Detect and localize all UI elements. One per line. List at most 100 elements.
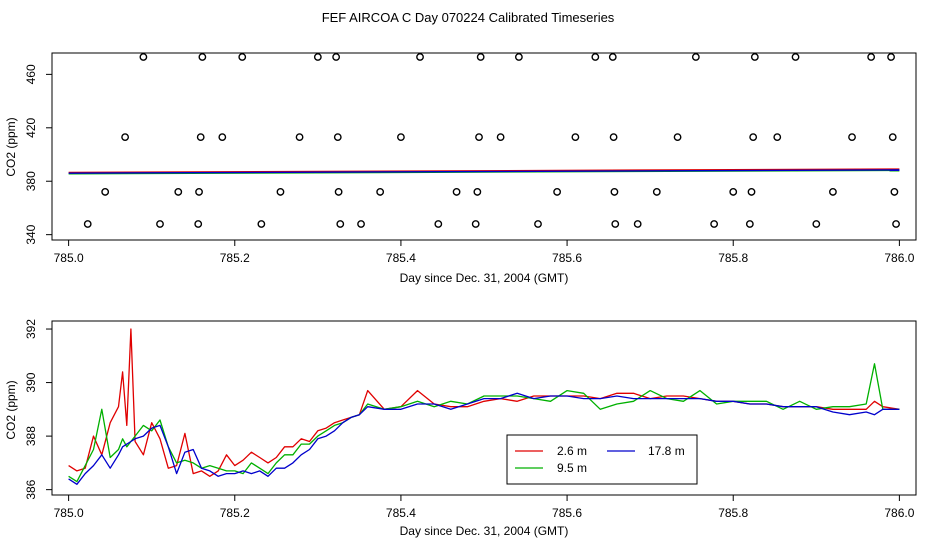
scatter-point [534,220,542,228]
scatter-point [334,188,343,196]
bottom-panel-line: 785.0 785.2 785.4 785.6 785.8 786.0 386 388 390… [4,319,917,538]
scatter-point [812,220,821,228]
scatter-point [357,220,365,228]
top-panel-scatter: 785.0 785.2 785.4 785.6 785.8 786.0 340 380 420… [4,52,917,285]
scatter-point [257,220,266,228]
scatter-point [633,220,642,228]
scatter-point [745,220,754,228]
series-line-17-8-m [68,392,900,485]
top-panel-trace-0 [68,168,900,174]
scatter-point [238,53,247,61]
scatter-point [610,188,619,196]
scatter-point [496,133,505,142]
scatter-point [476,53,485,61]
bottom-panel-frame [51,320,917,496]
scatter-point [397,133,405,142]
scatter-point [887,53,895,61]
scatter-point [336,220,345,228]
scatter-point [553,188,562,196]
scatter-point [452,188,461,196]
legend: 2.6 m 9.5 m 17.8 m [506,434,698,485]
top-panel-ytick-label: 460 [24,64,38,84]
top-panel-trace-2 [68,169,900,174]
scatter-point [473,188,482,196]
top-panel-xtick-label: 785.0 [54,251,84,265]
scatter-point [611,220,620,228]
bottom-panel-xtick-label: 785.2 [220,506,250,520]
scatter-point [295,133,304,142]
scatter-point [174,188,183,196]
scatter-point [892,220,900,228]
scatter-point [313,53,322,61]
figure-title: FEF AIRCOA C Day 070224 Calibrated Times… [322,10,615,25]
scatter-point [750,53,759,61]
scatter-point [276,188,285,196]
top-panel-ytick-label: 380 [24,171,38,191]
top-panel-xlabel: Day since Dec. 31, 2004 (GMT) [400,271,569,285]
bottom-panel-xtick-label: 785.8 [718,506,748,520]
scatter-point [673,133,682,142]
scatter-point [218,133,227,142]
scatter-point [747,188,756,196]
scatter-point [729,188,738,196]
bottom-panel-xtick-label: 785.4 [386,506,416,520]
scatter-point [333,133,342,142]
scatter-point [101,188,110,196]
top-panel-xtick-label: 785.8 [718,251,748,265]
scatter-point [791,53,800,61]
scatter-point [416,53,424,61]
top-panel-frame [51,52,917,241]
top-panel-ylabel: CO2 (ppm) [4,117,18,176]
top-panel-xtick-label: 785.2 [220,251,250,265]
bottom-panel-xtick-label: 785.6 [552,506,582,520]
scatter-point [475,133,483,142]
scatter-point [194,220,203,228]
scatter-point [591,53,600,61]
top-panel-ytick-label: 420 [24,117,38,137]
scatter-point [888,133,897,142]
bottom-panel-ytick-label: 388 [24,426,38,446]
scatter-point [867,53,876,61]
scatter-point [434,220,443,228]
scatter-point [514,53,523,61]
top-panel-xtick-label: 785.4 [386,251,416,265]
scatter-point [376,188,385,196]
scatter-point [890,188,899,196]
scatter-point [83,220,92,228]
legend-label-9-5m: 9.5 m [557,461,587,475]
scatter-point [829,188,837,196]
series-line-9-5-m [68,363,900,483]
scatter-point [196,133,205,142]
bottom-panel-ytick-label: 386 [24,479,38,499]
scatter-point [139,53,148,61]
bottom-panel-xlabel: Day since Dec. 31, 2004 (GMT) [400,524,569,538]
scatter-point [156,220,164,228]
scatter-point [332,53,341,61]
scatter-point [749,133,758,142]
scatter-point [848,133,856,142]
scatter-point [198,53,207,61]
top-panel-xtick-label: 785.6 [552,251,582,265]
scatter-point [609,133,618,142]
top-panel-ytick-label: 340 [24,224,38,244]
bottom-panel-xtick-label: 786.0 [884,506,914,520]
bottom-panel-ytick-label: 392 [24,319,38,339]
scatter-point [691,53,700,61]
bottom-panel-xtick-label: 785.0 [54,506,84,520]
legend-label-2-6m: 2.6 m [557,444,587,458]
scatter-point [652,188,661,196]
scatter-point [773,133,782,142]
scatter-point [471,220,480,228]
scatter-point [710,220,719,228]
bottom-panel-ylabel: CO2 (ppm) [4,380,18,439]
scatter-point [571,133,580,142]
scatter-point [121,133,130,142]
top-panel-xtick-label: 786.0 [884,251,914,265]
series-line-2-6-m [68,328,900,477]
scatter-point [195,188,203,196]
legend-label-17-8m: 17.8 m [648,444,685,458]
scatter-point [608,53,617,61]
bottom-panel-ytick-label: 390 [24,372,38,392]
legend-box [506,434,698,485]
